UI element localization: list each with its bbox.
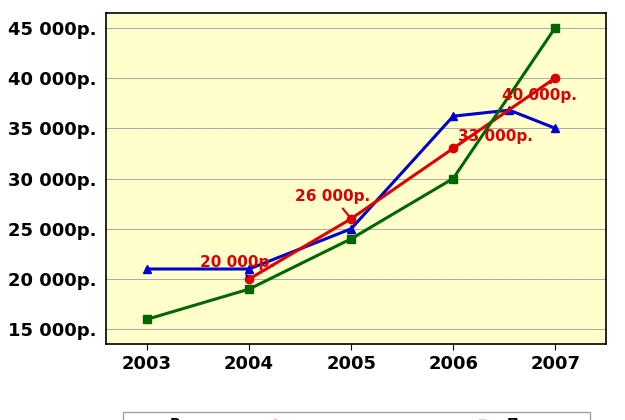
Вторичка xyxy=(551,126,559,131)
средневзвешенная xyxy=(551,76,559,81)
Вторичка xyxy=(506,108,513,113)
средневзвешенная xyxy=(348,216,355,221)
средневзвешенная xyxy=(449,146,457,151)
Line: средневзвешенная: средневзвешенная xyxy=(245,74,559,283)
Line: Вторичка: Вторичка xyxy=(143,106,559,273)
Text: 26 000р.: 26 000р. xyxy=(295,189,370,217)
Line: Первичка: Первичка xyxy=(143,24,559,323)
Первичка xyxy=(246,286,253,291)
Первичка xyxy=(348,236,355,241)
Первичка xyxy=(449,176,457,181)
Legend: Вторичка, средневзвешенная, Первичка: Вторичка, средневзвешенная, Первичка xyxy=(123,412,589,420)
Вторичка xyxy=(246,266,253,271)
Text: 20 000р.: 20 000р. xyxy=(200,255,275,277)
средневзвешенная xyxy=(246,276,253,281)
Text: 33 000р.: 33 000р. xyxy=(453,129,533,148)
Вторичка xyxy=(348,226,355,231)
Text: 40 000р.: 40 000р. xyxy=(502,80,577,103)
Вторичка xyxy=(449,114,457,119)
Вторичка xyxy=(143,266,151,271)
Первичка xyxy=(143,317,151,322)
Первичка xyxy=(551,25,559,30)
